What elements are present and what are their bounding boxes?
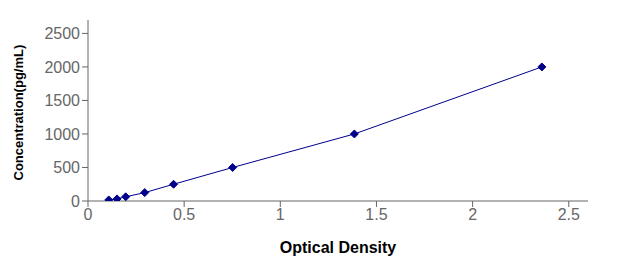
svg-text:2.5: 2.5 — [558, 206, 580, 223]
svg-text:500: 500 — [53, 159, 80, 176]
svg-text:1500: 1500 — [44, 92, 80, 109]
svg-text:0.5: 0.5 — [173, 206, 195, 223]
svg-text:2500: 2500 — [44, 25, 80, 42]
svg-text:Optical Density: Optical Density — [280, 239, 397, 256]
svg-text:1: 1 — [276, 206, 285, 223]
svg-text:0: 0 — [84, 206, 93, 223]
svg-text:0: 0 — [71, 193, 80, 210]
svg-text:Concentration(pg/mL): Concentration(pg/mL) — [11, 45, 26, 181]
svg-text:2000: 2000 — [44, 59, 80, 76]
svg-text:2: 2 — [468, 206, 477, 223]
svg-text:1000: 1000 — [44, 126, 80, 143]
svg-text:1.5: 1.5 — [365, 206, 387, 223]
